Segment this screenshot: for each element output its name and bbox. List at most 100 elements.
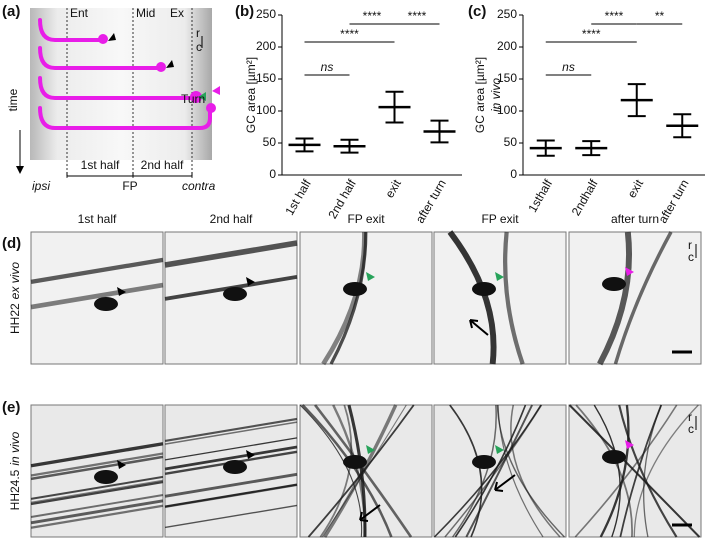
axon-stroke	[30, 257, 164, 285]
stage: HH22	[8, 303, 22, 334]
y-tick-label: 250	[256, 7, 276, 21]
axon-stroke	[164, 472, 298, 498]
x-tick-label: after turn	[655, 177, 691, 226]
growth-cone	[472, 282, 496, 296]
bracket	[66, 172, 193, 177]
axis-c: c	[196, 40, 202, 54]
axon-stroke	[503, 231, 525, 365]
growth-cone	[190, 91, 202, 103]
axon-stroke	[510, 404, 561, 538]
significance-label: ****	[340, 27, 359, 41]
axon	[38, 18, 102, 42]
significance-label: ****	[582, 27, 601, 41]
y-axis-label: GC area [µm²]	[244, 57, 258, 133]
axon-stroke	[30, 481, 164, 506]
axis-r: r	[688, 238, 692, 252]
axon-stroke	[618, 404, 678, 538]
panel-label: (b)	[235, 3, 254, 20]
y-tick-label: 0	[269, 167, 276, 181]
axon-stroke	[30, 504, 164, 529]
axon-stroke	[164, 421, 298, 445]
condition: ex vivo	[8, 262, 22, 300]
panel-label: (d)	[2, 235, 21, 252]
y-tick-label: 100	[256, 103, 276, 117]
panel-label: (a)	[2, 3, 20, 20]
axon-stroke	[30, 499, 164, 525]
growth-cone	[343, 455, 367, 469]
image-panels: 1st half 2nd half FP exit FP exit after turn…	[8, 212, 702, 538]
axis-r: r	[688, 410, 692, 424]
y-tick-label: 250	[497, 7, 517, 21]
turn-label: Turn	[181, 92, 205, 106]
axon-stroke	[319, 404, 353, 538]
panel-label: (e)	[2, 399, 20, 416]
significance-label: ****	[408, 9, 427, 23]
column-header: FP exit	[481, 212, 519, 226]
arrowhead	[625, 440, 634, 449]
growth-cone	[602, 450, 626, 464]
y-tick-label: 200	[256, 39, 276, 53]
landmark-label: Ent	[70, 6, 89, 20]
micrograph	[433, 231, 567, 365]
half-label: 1st half	[81, 158, 120, 172]
arrowhead	[212, 86, 220, 95]
axon-stroke	[444, 404, 543, 538]
axis-r: r	[196, 26, 200, 40]
axon-stroke	[164, 483, 298, 508]
y-tick-label: 100	[497, 103, 517, 117]
fp-label: FP	[122, 179, 137, 193]
half-label: 2nd half	[141, 158, 184, 172]
x-tick-label: 2ndhalf	[569, 177, 601, 219]
growth-cone	[94, 470, 118, 484]
contra-label: contra	[182, 179, 216, 193]
axon-stroke	[164, 504, 298, 529]
landmark-label: Ex	[170, 6, 184, 20]
axon-stroke	[496, 404, 565, 538]
stage: HH24.5	[8, 469, 22, 510]
axon-stroke	[465, 404, 533, 538]
axon-stroke	[30, 475, 164, 500]
arrowhead	[108, 33, 116, 41]
time-label: time	[6, 88, 20, 111]
arrow	[359, 504, 381, 522]
arrowhead	[198, 92, 206, 101]
axon-stroke	[332, 404, 367, 538]
axon	[38, 106, 212, 130]
growth-cone	[343, 282, 367, 296]
significance-label: ns	[562, 60, 575, 74]
axis-c: c	[688, 250, 694, 264]
x-tick-label: exit	[625, 177, 647, 201]
axon-stroke	[321, 404, 407, 538]
y-tick-label: 50	[504, 135, 518, 149]
arrowhead	[366, 445, 375, 454]
arrowhead	[495, 272, 504, 281]
axon-stroke	[164, 437, 298, 461]
growth-cone	[602, 277, 626, 291]
x-tick-label: 1sthalf	[525, 177, 555, 215]
growth-cone	[223, 460, 247, 474]
axis-c: c	[688, 422, 694, 436]
axon-stroke	[574, 404, 678, 538]
arrowhead	[166, 60, 174, 68]
axon-stroke	[454, 404, 527, 538]
growth-cone	[472, 455, 496, 469]
panel-label: (c)	[468, 3, 486, 20]
schematic: Ent Mid Ex Turn r c time 1st half 2nd ha…	[6, 6, 220, 193]
axon-stroke	[597, 231, 633, 366]
growth-cones	[98, 34, 216, 113]
axon-stroke	[321, 231, 367, 366]
axon-stroke	[164, 417, 298, 442]
axon-stroke	[299, 404, 363, 538]
axon-stroke	[30, 282, 164, 310]
y-tick-label: 150	[256, 71, 276, 85]
row-label: HH22 ex vivo	[8, 262, 22, 334]
axon-stroke	[633, 404, 699, 538]
axon-stroke	[30, 455, 164, 481]
axon-stroke	[449, 404, 483, 538]
y-tick-label: 50	[263, 135, 277, 149]
column-header: FP exit	[347, 212, 385, 226]
micrograph	[568, 231, 702, 365]
axon-stroke	[30, 479, 164, 504]
